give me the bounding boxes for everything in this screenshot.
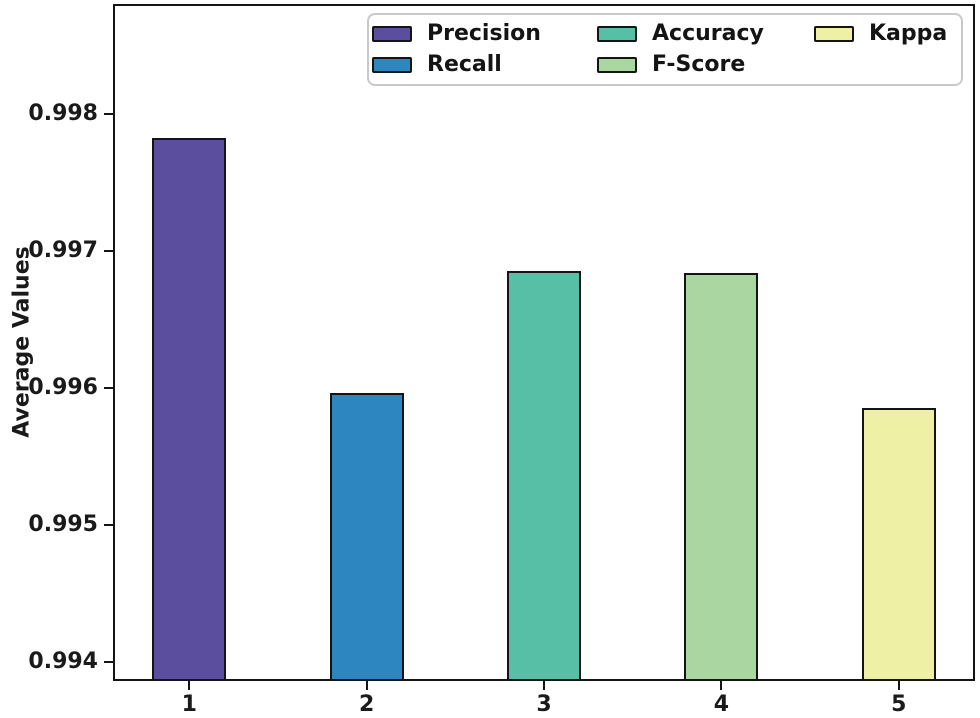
legend-item-accuracy: Accuracy	[597, 23, 764, 45]
bar-accuracy	[507, 271, 581, 681]
x-tick-mark	[543, 681, 545, 690]
legend-swatch-icon	[372, 26, 412, 42]
y-tick-mark	[104, 386, 113, 389]
x-tick-mark	[365, 681, 368, 690]
bar-f-score	[684, 272, 759, 681]
legend-swatch-icon	[597, 57, 637, 73]
x-tick-label: 3	[536, 692, 552, 717]
y-tick-label: 0.994	[28, 648, 98, 674]
bar-kappa	[861, 408, 936, 681]
legend-label: Recall	[427, 52, 502, 77]
legend-label: F-Score	[652, 52, 746, 77]
legend-column: Kappa	[814, 23, 947, 45]
legend-item-precision: Precision	[372, 23, 541, 45]
x-tick-label: 1	[181, 692, 197, 717]
x-tick-mark	[720, 681, 723, 690]
y-tick-label: 0.995	[28, 511, 98, 537]
bar-precision	[152, 138, 227, 681]
legend-item-recall: Recall	[372, 54, 541, 76]
legend-swatch-icon	[597, 26, 637, 42]
x-tick-label: 2	[358, 692, 375, 717]
legend-label: Precision	[427, 21, 541, 46]
x-tick-label: 4	[713, 692, 730, 717]
y-tick-mark	[104, 523, 113, 526]
legend-item-f-score: F-Score	[597, 54, 764, 76]
x-tick-label: 5	[891, 692, 907, 717]
legend-swatch-icon	[372, 57, 412, 73]
legend-swatch-icon	[814, 26, 854, 42]
legend-item-kappa: Kappa	[814, 23, 947, 45]
bar-recall	[329, 393, 404, 681]
legend-label: Accuracy	[652, 21, 764, 46]
y-tick-label: 0.997	[28, 237, 98, 263]
y-tick-mark	[104, 112, 113, 115]
y-axis-label: Average Values	[9, 246, 35, 438]
x-tick-mark	[188, 681, 191, 690]
legend-label: Kappa	[869, 21, 948, 46]
y-tick-label: 0.996	[28, 374, 98, 400]
y-tick-mark	[104, 660, 113, 663]
legend-column: Accuracy F-Score	[597, 23, 764, 76]
x-tick-mark	[897, 681, 900, 690]
legend: Precision Recall Accuracy F-Score Kappa	[367, 13, 963, 86]
y-tick-label: 0.998	[28, 100, 98, 126]
y-tick-mark	[104, 249, 113, 252]
legend-column: Precision Recall	[372, 23, 541, 76]
